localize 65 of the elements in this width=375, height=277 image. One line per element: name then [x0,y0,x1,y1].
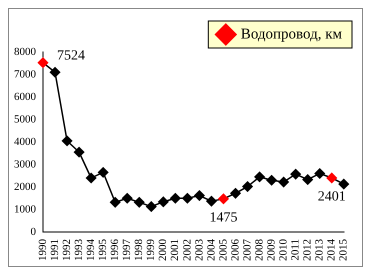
x-tick-label: 1997 [121,238,134,261]
x-tick-label: 2008 [253,238,266,261]
x-tick-label: 2009 [266,238,278,261]
point [314,168,325,179]
point [206,196,217,206]
x-tick-label: 1998 [133,238,146,261]
point [86,172,96,184]
y-tick-label: 1000 [14,203,36,216]
y-tick-label: 7000 [14,68,36,80]
point [218,194,229,204]
x-tick-label: 1995 [97,238,110,261]
x-tick-label: 2010 [278,238,290,261]
x-tick-label: 1994 [85,238,98,261]
x-tick-label: 2000 [157,238,170,261]
point [158,196,169,208]
y-tick-label: 3000 [14,158,36,170]
x-tick-label: 1996 [109,238,122,261]
x-tick-label: 2015 [338,238,350,261]
point [146,201,157,212]
legend-label: Водопровод, км [240,26,343,42]
x-tick-label: 2006 [229,238,242,261]
x-tick-label: 1999 [145,238,158,261]
point [326,172,338,184]
point [122,193,132,204]
point [302,174,313,185]
x-tick-label: 2002 [181,239,194,261]
point [74,146,84,158]
y-tick-label: 6000 [14,90,36,103]
point [98,167,108,178]
point [62,136,72,146]
x-tick-label: 2013 [314,238,326,261]
x-tick-label: 1991 [48,239,61,261]
y-tick-label: 0 [30,226,36,238]
x-tick-label: 2012 [302,239,314,261]
data-label: 1475 [209,210,238,226]
point [134,197,145,208]
point [230,188,241,199]
point [38,57,48,68]
x-tick-label: 2004 [205,238,218,261]
x-tick-label: 2014 [326,238,338,261]
point [182,193,193,204]
x-tick-label: 1992 [60,239,73,261]
point [254,172,265,182]
y-tick-label: 5000 [14,113,36,126]
point [194,190,205,201]
x-tick-label: 1990 [36,238,49,261]
y-tick-label: 8000 [14,46,36,58]
point [278,176,289,188]
data-label: 7524 [57,48,85,64]
point [266,175,277,186]
x-tick-label: 2011 [290,239,302,261]
point [242,181,253,192]
point [338,178,350,190]
x-tick-label: 1993 [72,238,85,261]
data-label: 2401 [318,190,346,205]
x-tick-label: 2005 [217,238,230,261]
x-tick-label: 2003 [193,238,206,261]
point [290,168,301,180]
x-tick-label: 2001 [169,239,182,261]
y-tick-label: 4000 [14,136,36,148]
x-tick-label: 2007 [241,238,254,261]
point [170,193,181,204]
y-tick-label: 2000 [14,180,36,193]
point [110,197,120,208]
point [50,67,60,78]
